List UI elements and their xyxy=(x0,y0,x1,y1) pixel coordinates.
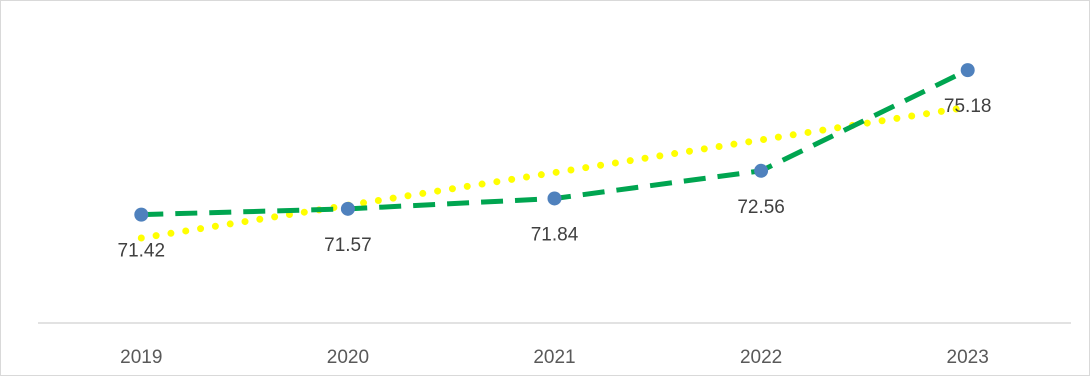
data-label-2022: 72.56 xyxy=(737,197,785,218)
marker-layer xyxy=(134,63,975,222)
data-label-layer: 71.42 71.57 71.84 72.56 75.18 xyxy=(118,96,992,262)
x-tick-layer: 2019 2020 2021 2022 2023 xyxy=(120,347,989,368)
data-point-2023 xyxy=(960,63,975,78)
x-tick-label-2022: 2022 xyxy=(740,347,782,368)
data-point-2022 xyxy=(754,163,769,178)
data-label-2020: 71.57 xyxy=(324,235,372,256)
x-tick-label-2021: 2021 xyxy=(533,347,575,368)
data-point-2021 xyxy=(547,191,562,206)
data-point-2019 xyxy=(134,207,149,222)
trendline-layer xyxy=(137,103,972,242)
data-label-2023: 75.18 xyxy=(944,96,992,117)
data-point-2020 xyxy=(340,201,355,216)
x-tick-label-2019: 2019 xyxy=(120,347,162,368)
data-label-2019: 71.42 xyxy=(118,241,166,262)
x-tick-label-2020: 2020 xyxy=(327,347,369,368)
data-label-2021: 71.84 xyxy=(531,224,579,245)
x-tick-label-2023: 2023 xyxy=(947,347,989,368)
trendline xyxy=(137,103,972,242)
